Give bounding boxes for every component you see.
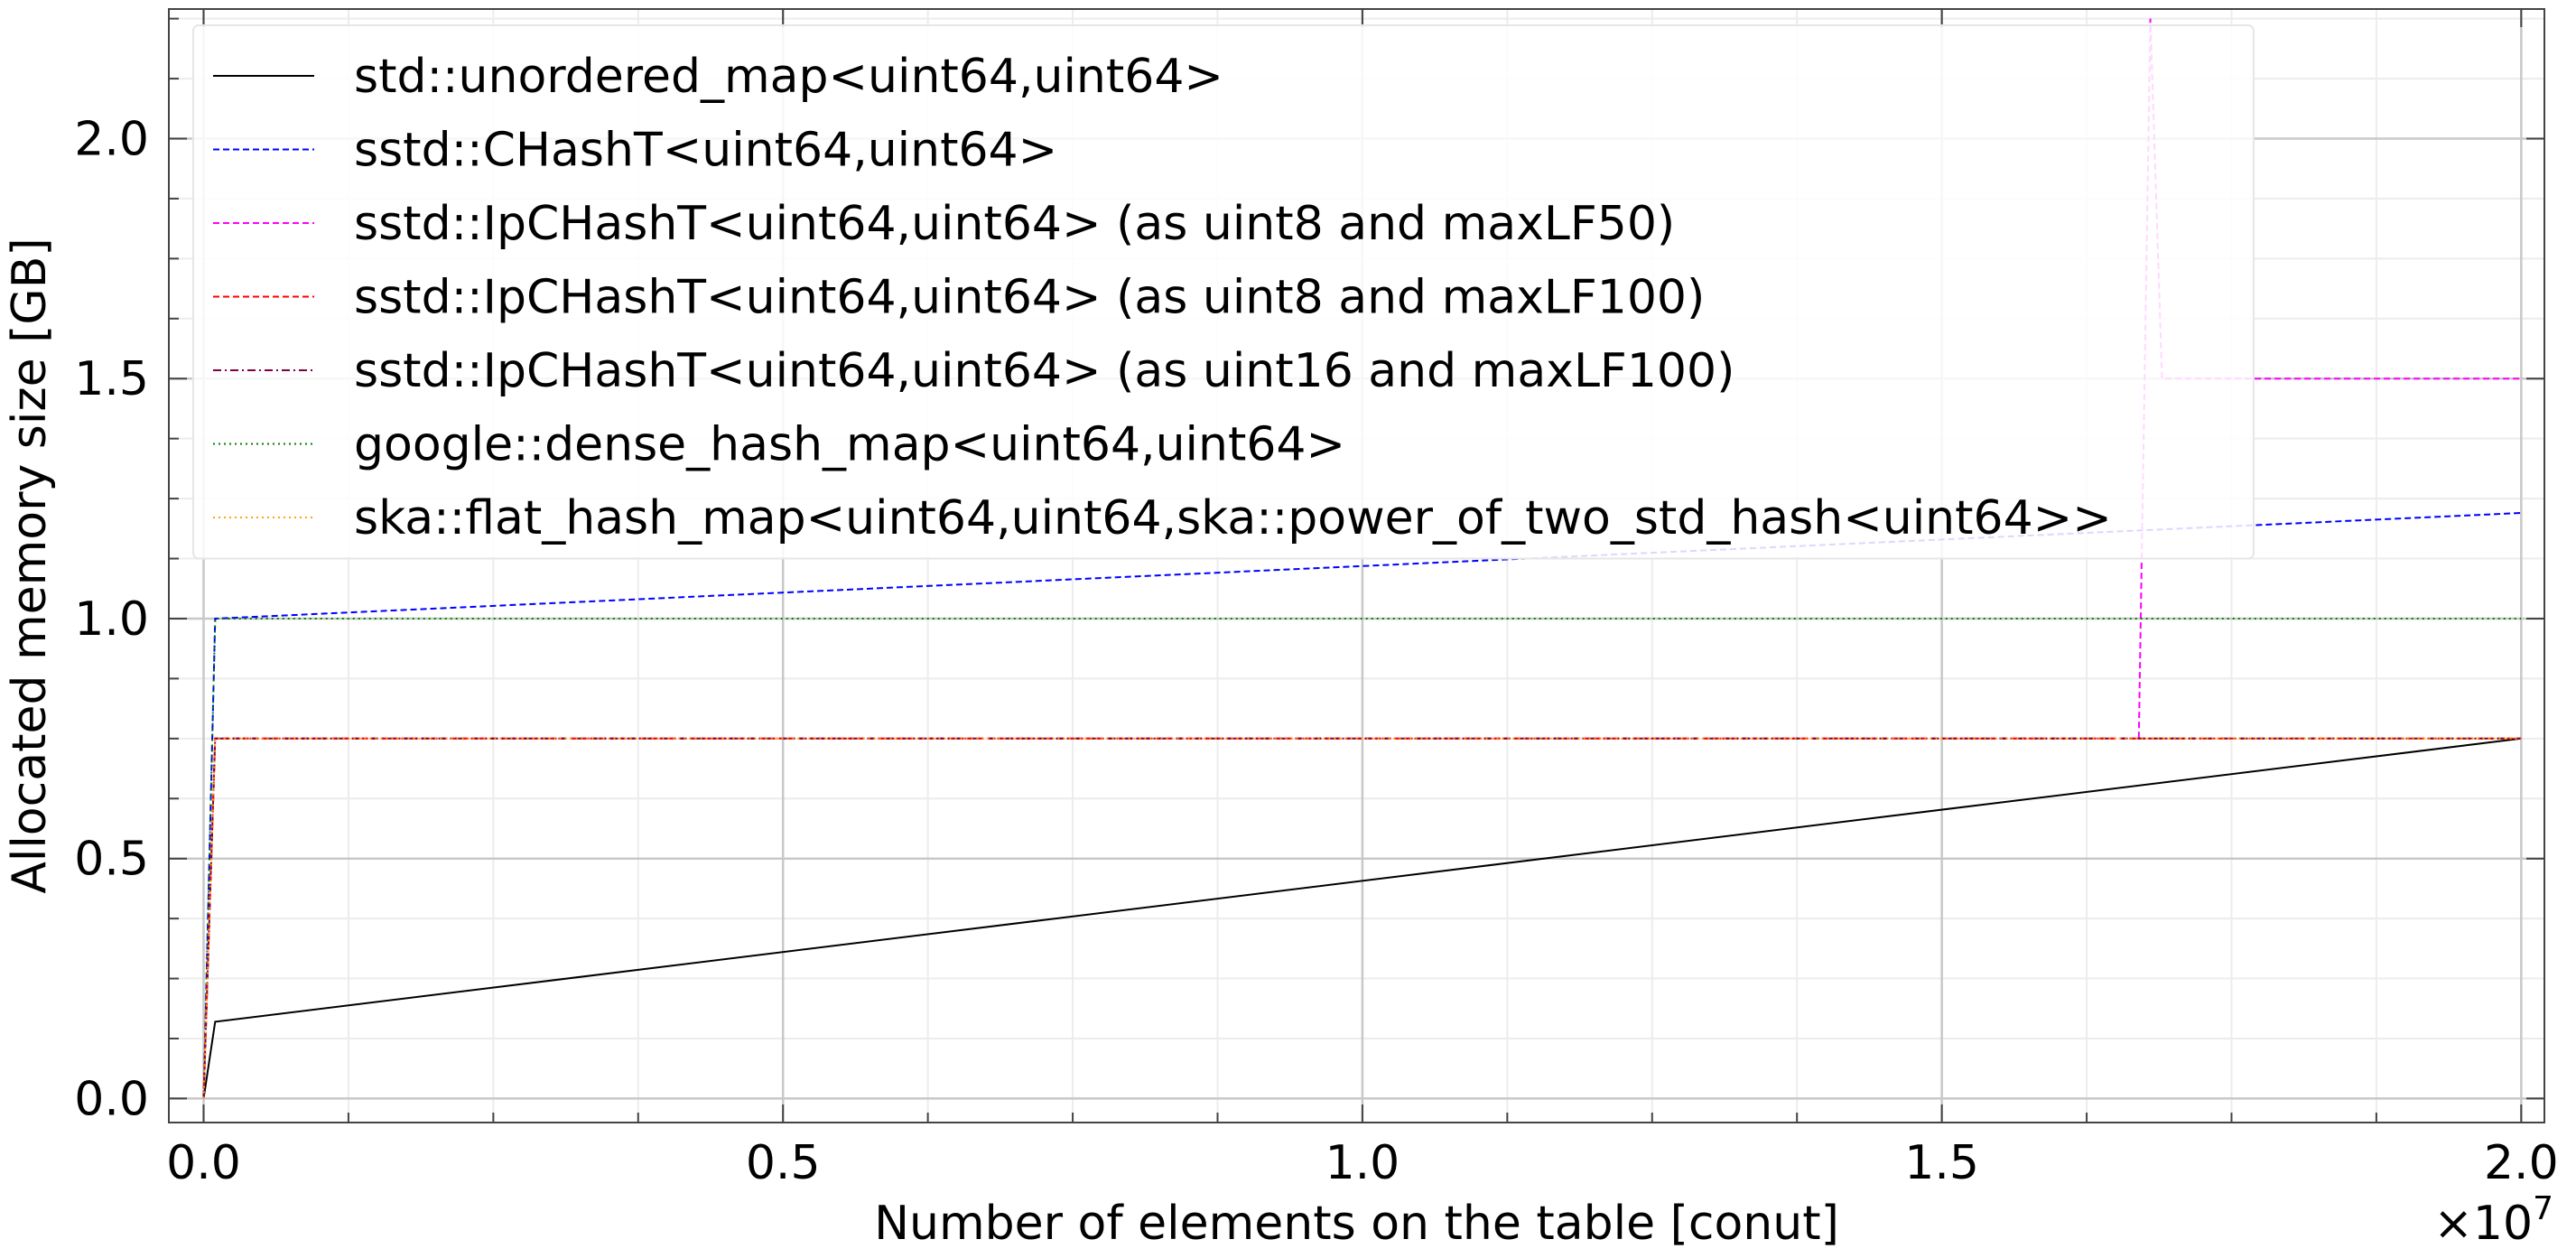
legend-label-1: sstd::CHashT<uint64,uint64>	[354, 124, 1057, 178]
plot-frame	[168, 8, 2545, 1123]
y-tick-label: 0.5	[74, 833, 149, 887]
legend: std::unordered_map<uint64,uint64>sstd::C…	[192, 24, 2255, 560]
series-line-6	[202, 737, 2522, 1099]
y-tick-label: 0.0	[74, 1072, 149, 1126]
x-tick-label: 1.5	[1904, 1136, 1979, 1190]
legend-label-0: std::unordered_map<uint64,uint64>	[354, 50, 1223, 104]
legend-label-3: sstd::IpCHashT<uint64,uint64> (as uint8 …	[354, 271, 1705, 325]
y-tick-label: 2.0	[74, 112, 149, 166]
x-tick-label: 2.0	[2484, 1136, 2559, 1190]
x-axis-offset-exponent: 7	[2533, 1190, 2553, 1227]
x-tick-label: 1.0	[1325, 1136, 1400, 1190]
x-axis-label: Number of elements on the table [conut]	[874, 1197, 1839, 1251]
legend-label-2: sstd::IpCHashT<uint64,uint64> (as uint8 …	[354, 197, 1675, 251]
legend-box	[192, 24, 2255, 560]
x-tick-label: 0.0	[166, 1136, 241, 1190]
y-tick-label: 1.5	[74, 352, 149, 406]
axis-ticks: 0.0 0.5 1.0 1.5 2.0 0.0 0.5 1.0 1.5 2.0	[74, 9, 2559, 1190]
legend-label-4: sstd::IpCHashT<uint64,uint64> (as uint16…	[354, 344, 1734, 398]
x-axis-offset-base: ×10	[2433, 1197, 2533, 1251]
x-axis-offset-label: ×107	[2433, 1190, 2553, 1251]
y-axis-label: Allocated memory size [GB]	[3, 238, 57, 893]
y-tick-label: 1.0	[74, 592, 149, 647]
legend-label-6: ska::flat_hash_map<uint64,uint64,ska::po…	[354, 491, 2112, 545]
series-line-0	[202, 737, 2522, 1099]
x-tick-label: 0.5	[746, 1136, 821, 1190]
legend-label-5: google::dense_hash_map<uint64,uint64>	[354, 418, 1345, 472]
